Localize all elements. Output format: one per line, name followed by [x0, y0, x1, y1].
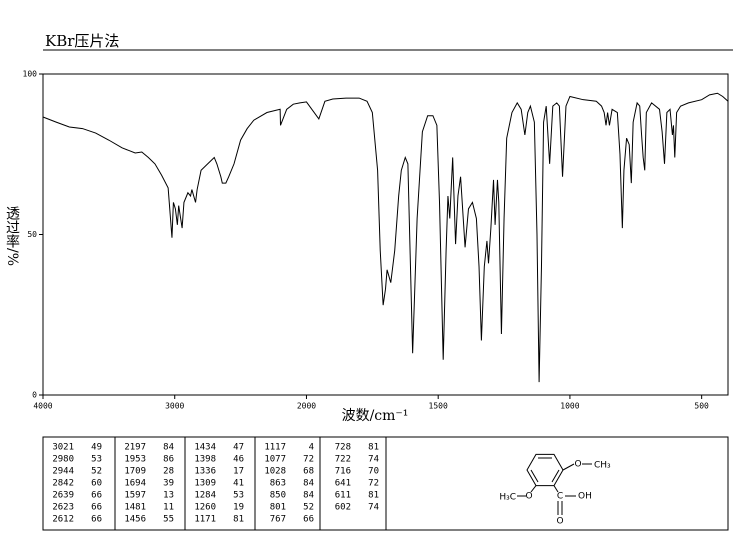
peak-wavenumber: 850 — [270, 491, 286, 501]
peak-transmittance: 66 — [91, 515, 102, 525]
y-tick-label: 0 — [32, 391, 37, 400]
peak-wavenumber: 722 — [335, 455, 351, 465]
plot-frame — [42, 73, 729, 396]
peak-transmittance: 81 — [368, 443, 379, 453]
peak-wavenumber: 3021 — [52, 443, 74, 453]
chart-title: KBr压片法 — [45, 32, 119, 50]
peak-wavenumber: 1284 — [194, 491, 216, 501]
peak-wavenumber: 1336 — [194, 467, 216, 477]
peak-transmittance: 52 — [91, 467, 102, 477]
peak-wavenumber: 2842 — [52, 479, 74, 489]
peak-wavenumber: 2612 — [52, 515, 74, 525]
x-tick-label: 1500 — [429, 402, 448, 411]
atom-label: OH — [578, 492, 592, 502]
peak-wavenumber: 611 — [335, 491, 351, 501]
peak-wavenumber: 2639 — [52, 491, 74, 501]
peak-wavenumber: 716 — [335, 467, 351, 477]
peak-transmittance: 81 — [368, 491, 379, 501]
peak-transmittance: 17 — [233, 467, 244, 477]
atom-label: O — [556, 517, 563, 527]
y-axis-label: 透过率/% — [4, 206, 20, 266]
peak-transmittance: 84 — [163, 443, 174, 453]
peak-transmittance: 49 — [91, 443, 102, 453]
peak-transmittance: 53 — [233, 491, 244, 501]
peak-transmittance: 39 — [163, 479, 174, 489]
peak-wavenumber: 1260 — [194, 503, 216, 513]
peak-transmittance: 19 — [233, 503, 244, 513]
x-tick-label: 4000 — [33, 402, 52, 411]
peak-wavenumber: 1309 — [194, 479, 216, 489]
peak-wavenumber: 1709 — [124, 467, 146, 477]
peak-transmittance: 72 — [368, 479, 379, 489]
peak-wavenumber: 1171 — [194, 515, 216, 525]
peak-wavenumber: 2980 — [52, 455, 74, 465]
peak-transmittance: 13 — [163, 491, 174, 501]
peak-transmittance: 4 — [309, 443, 314, 453]
peak-transmittance: 72 — [303, 455, 314, 465]
peak-transmittance: 84 — [303, 479, 314, 489]
x-tick-label: 500 — [694, 402, 709, 411]
x-tick-label: 2000 — [297, 402, 316, 411]
peak-transmittance: 81 — [233, 515, 244, 525]
x-axis-label: 波数/cm⁻¹ — [342, 408, 409, 424]
peak-wavenumber: 2197 — [124, 443, 146, 453]
peak-wavenumber: 1694 — [124, 479, 146, 489]
y-tick-label: 100 — [23, 70, 38, 79]
spectrum-line — [42, 92, 729, 383]
peak-transmittance: 60 — [91, 479, 102, 489]
peak-transmittance: 28 — [163, 467, 174, 477]
peak-wavenumber: 863 — [270, 479, 286, 489]
peak-transmittance: 66 — [91, 503, 102, 513]
peak-transmittance: 68 — [303, 467, 314, 477]
peak-transmittance: 66 — [91, 491, 102, 501]
x-tick-label: 3000 — [165, 402, 184, 411]
peak-transmittance: 11 — [163, 503, 174, 513]
peak-transmittance: 53 — [91, 455, 102, 465]
peak-transmittance: 86 — [163, 455, 174, 465]
peak-wavenumber: 1597 — [124, 491, 146, 501]
peak-transmittance: 52 — [303, 503, 314, 513]
peak-transmittance: 70 — [368, 467, 379, 477]
peak-transmittance: 84 — [303, 491, 314, 501]
peak-wavenumber: 2623 — [52, 503, 74, 513]
molecule-bonds — [517, 453, 592, 515]
peak-wavenumber: 1456 — [124, 515, 146, 525]
peak-transmittance: 55 — [163, 515, 174, 525]
peak-wavenumber: 1434 — [194, 443, 216, 453]
peak-wavenumber: 1953 — [124, 455, 146, 465]
peak-wavenumber: 1077 — [264, 455, 286, 465]
peak-wavenumber: 728 — [335, 443, 351, 453]
peak-transmittance: 74 — [368, 455, 379, 465]
peak-wavenumber: 602 — [335, 503, 351, 513]
atom-label: H₃C — [499, 493, 516, 503]
atom-label: O — [574, 460, 581, 470]
peak-wavenumber: 2944 — [52, 467, 74, 477]
x-tick-label: 1000 — [560, 402, 579, 411]
peak-transmittance: 41 — [233, 479, 244, 489]
peak-wavenumber: 1481 — [124, 503, 146, 513]
peak-wavenumber: 641 — [335, 479, 351, 489]
peak-transmittance: 46 — [233, 455, 244, 465]
y-tick-label: 50 — [27, 230, 37, 239]
peak-transmittance: 66 — [303, 515, 314, 525]
peak-wavenumber: 1117 — [264, 443, 286, 453]
atom-label: C — [557, 492, 563, 502]
peak-wavenumber: 801 — [270, 503, 286, 513]
atom-label: CH₃ — [594, 461, 611, 471]
peak-wavenumber: 767 — [270, 515, 286, 525]
peak-transmittance: 74 — [368, 503, 379, 513]
peak-wavenumber: 1398 — [194, 455, 216, 465]
peak-transmittance: 47 — [233, 443, 244, 453]
peak-wavenumber: 1028 — [264, 467, 286, 477]
atom-label: O — [525, 492, 532, 502]
